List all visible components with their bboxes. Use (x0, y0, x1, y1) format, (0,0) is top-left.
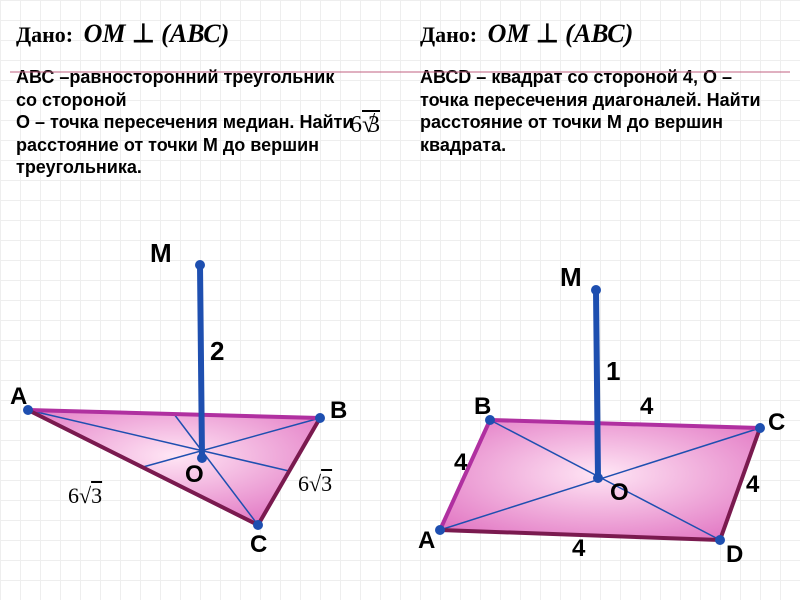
right-om-value: 1 (606, 356, 620, 386)
right-pt-m (591, 285, 601, 295)
right-lbl-m: М (560, 262, 582, 292)
right-side-ab: 4 (454, 449, 468, 476)
right-lbl-d: D (726, 541, 743, 568)
right-side-ad: 4 (572, 535, 586, 562)
right-lbl-a: А (418, 527, 435, 554)
right-figure: А В С D О М 1 4 4 4 4 (0, 0, 800, 600)
right-pt-c (755, 423, 765, 433)
right-lbl-b: В (474, 393, 491, 420)
right-lbl-c: С (768, 409, 785, 436)
right-om-line (596, 290, 598, 478)
right-side-cd: 4 (746, 471, 760, 498)
right-side-bc: 4 (640, 393, 654, 420)
right-pt-d (715, 535, 725, 545)
right-pt-o (593, 473, 603, 483)
right-pt-a (435, 525, 445, 535)
right-lbl-o: О (610, 479, 629, 506)
